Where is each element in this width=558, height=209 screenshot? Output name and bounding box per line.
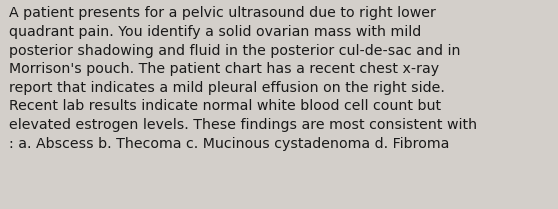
Text: A patient presents for a pelvic ultrasound due to right lower
quadrant pain. You: A patient presents for a pelvic ultrasou…: [9, 6, 477, 151]
